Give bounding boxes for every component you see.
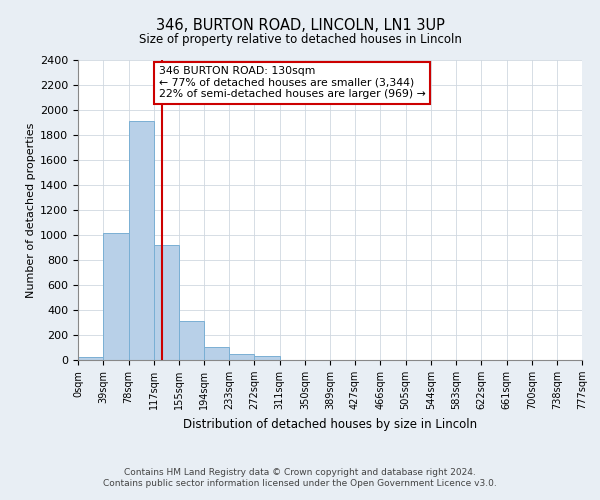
- Text: Contains HM Land Registry data © Crown copyright and database right 2024.
Contai: Contains HM Land Registry data © Crown c…: [103, 468, 497, 487]
- X-axis label: Distribution of detached houses by size in Lincoln: Distribution of detached houses by size …: [183, 418, 477, 430]
- Bar: [254, 356, 280, 360]
- Bar: [103, 232, 128, 360]
- Bar: [204, 347, 229, 360]
- Y-axis label: Number of detached properties: Number of detached properties: [26, 122, 36, 298]
- Bar: [78, 357, 103, 360]
- Text: 346 BURTON ROAD: 130sqm
← 77% of detached houses are smaller (3,344)
22% of semi: 346 BURTON ROAD: 130sqm ← 77% of detache…: [158, 66, 425, 99]
- Bar: [179, 320, 204, 360]
- Text: Size of property relative to detached houses in Lincoln: Size of property relative to detached ho…: [139, 32, 461, 46]
- Bar: [154, 245, 179, 360]
- Bar: [128, 121, 154, 360]
- Text: 346, BURTON ROAD, LINCOLN, LN1 3UP: 346, BURTON ROAD, LINCOLN, LN1 3UP: [155, 18, 445, 32]
- Bar: [229, 354, 254, 360]
